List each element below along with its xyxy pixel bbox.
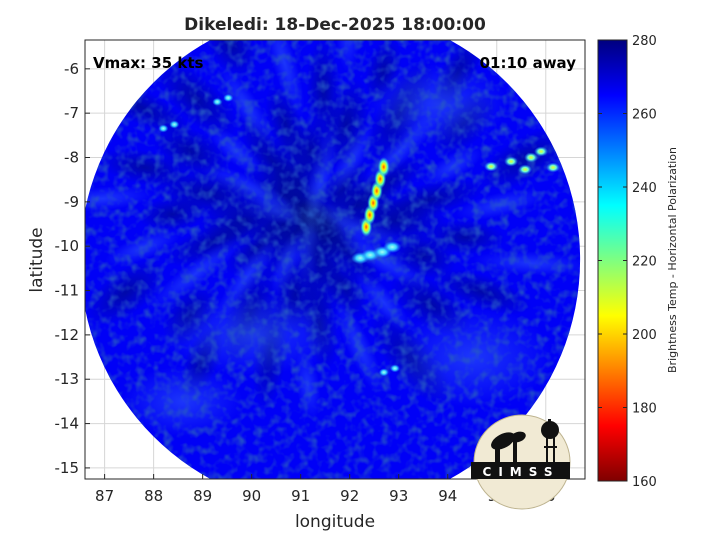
chart-title: Dikeledi: 18-Dec-2025 18:00:00 <box>184 15 486 35</box>
y-tick-label: -13 <box>55 370 80 388</box>
y-tick-label: -12 <box>55 326 80 344</box>
plot-frame <box>84 39 586 480</box>
colorbar-label: Brightness Temp - Horizontal Polarizatio… <box>666 147 679 373</box>
x-tick-label: 92 <box>340 487 359 505</box>
satellite-dish-icon <box>491 431 526 462</box>
colorbar-tick-label: 280 <box>632 34 657 49</box>
time-offset-annotation: 01:10 away <box>480 54 577 72</box>
y-tick-label: -6 <box>64 60 79 78</box>
y-tick-label: -9 <box>64 193 79 211</box>
y-tick-label: -7 <box>64 104 79 122</box>
logo-banner <box>471 462 570 479</box>
convective-feature <box>378 364 400 377</box>
convective-feature <box>158 120 180 133</box>
colorbar-tick-label: 160 <box>632 475 657 490</box>
x-tick-label: 89 <box>193 487 212 505</box>
cimss-logo: CIMSS <box>471 414 571 510</box>
convective-feature <box>351 241 402 265</box>
colorbar-tick-label: 220 <box>632 255 657 270</box>
logo-text: CIMSS <box>483 465 560 479</box>
y-tick-label: -10 <box>55 237 80 255</box>
colorbar <box>597 39 628 482</box>
x-tick-label: 87 <box>95 487 114 505</box>
swath-noise <box>85 40 581 479</box>
brightness-temp-swath <box>85 40 581 479</box>
colorbar-tick-label: 180 <box>632 402 657 417</box>
y-tick-label: -11 <box>55 282 80 300</box>
convective-feature <box>360 156 390 237</box>
water-tower-icon <box>541 419 559 463</box>
y-tick-label: -8 <box>64 149 79 167</box>
y-tick-label: -14 <box>55 415 80 433</box>
vmax-annotation: Vmax: 35 kts <box>93 54 203 72</box>
colorbar-tick-label: 200 <box>632 328 657 343</box>
x-tick-label: 91 <box>291 487 310 505</box>
y-axis-label: latitude <box>27 227 47 292</box>
colorbar-tick-label: 260 <box>632 108 657 123</box>
colorbar-tick-label: 240 <box>632 181 657 196</box>
x-tick-label: 90 <box>242 487 261 505</box>
y-axis-ticks: -6 -7 -8 -9 -10 -11 -12 -13 -14 -15 <box>55 60 90 477</box>
colorbar-ticks: 160 180 200 220 240 260 280 <box>598 34 657 490</box>
x-tick-label: 93 <box>389 487 408 505</box>
convective-feature <box>212 93 234 106</box>
x-axis-label: longitude <box>295 512 375 532</box>
convective-feature <box>484 146 561 175</box>
x-tick-label: 88 <box>144 487 163 505</box>
x-tick-label: 94 <box>438 487 457 505</box>
y-tick-label: -15 <box>55 459 80 477</box>
convective-features <box>158 93 561 377</box>
